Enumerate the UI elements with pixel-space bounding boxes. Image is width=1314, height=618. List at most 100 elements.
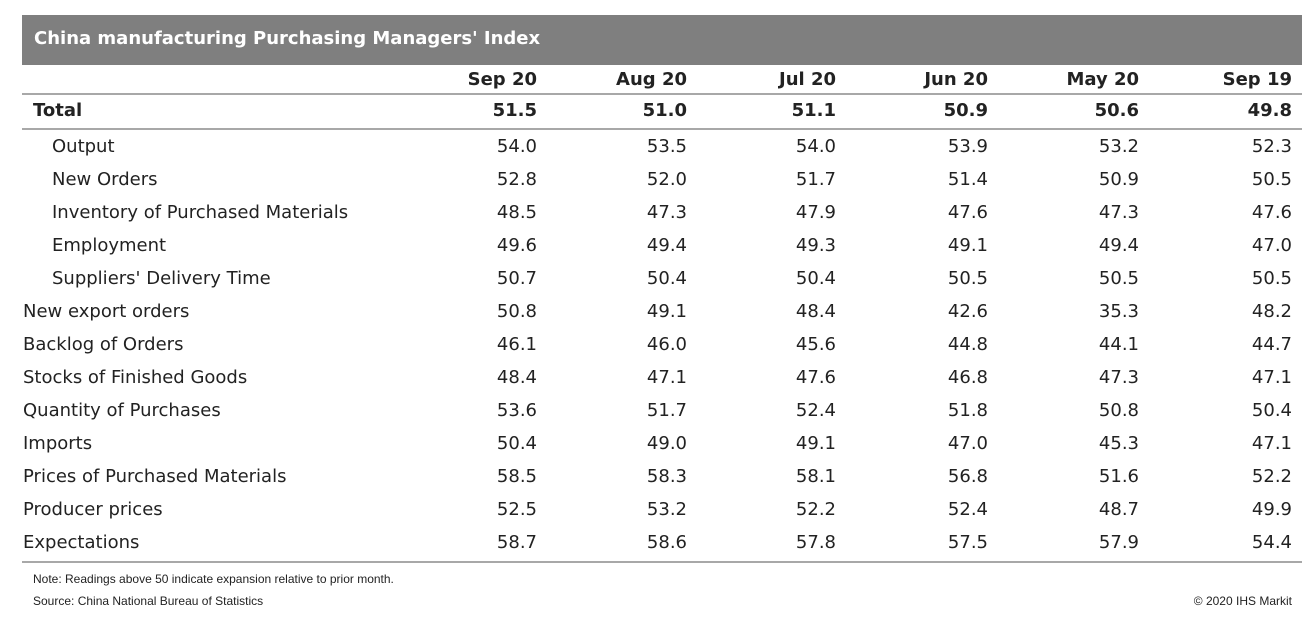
- table-cell: 47.3: [1098, 367, 1139, 388]
- table-cell: 50.8: [1098, 400, 1139, 421]
- table-cell: 51.0: [642, 100, 687, 121]
- table-cell: 48.5: [496, 202, 537, 223]
- table-cell: 51.4: [947, 169, 988, 190]
- row-label: New export orders: [23, 301, 190, 322]
- table-cell: 50.9: [943, 100, 988, 121]
- row-label: Total: [33, 100, 83, 121]
- table-cell: 49.1: [947, 235, 988, 256]
- row-label: Backlog of Orders: [23, 334, 184, 355]
- table-cell: 47.1: [1251, 367, 1292, 388]
- table-cell: 52.2: [795, 499, 836, 520]
- footer-source: Source: China National Bureau of Statist…: [33, 594, 264, 608]
- table-cell: 50.7: [496, 268, 537, 289]
- table-cell: 49.6: [496, 235, 537, 256]
- table-cell: 53.2: [646, 499, 687, 520]
- row-label: Suppliers' Delivery Time: [52, 268, 271, 289]
- table-cell: 35.3: [1098, 301, 1139, 322]
- table-cell: 46.1: [496, 334, 537, 355]
- table-cell: 52.0: [646, 169, 687, 190]
- table-cell: 49.0: [646, 433, 687, 454]
- table-cell: 47.6: [1251, 202, 1292, 223]
- table-cell: 51.5: [492, 100, 537, 121]
- table-cell: 47.9: [795, 202, 836, 223]
- table-cell: 49.4: [1098, 235, 1139, 256]
- table-cell: 48.4: [496, 367, 537, 388]
- table-cell: 51.1: [791, 100, 836, 121]
- footer-copyright: © 2020 IHS Markit: [1193, 594, 1292, 608]
- column-header: Jul 20: [779, 69, 836, 90]
- table-cell: 45.6: [795, 334, 836, 355]
- table-cell: 53.6: [496, 400, 537, 421]
- table-cell: 57.5: [947, 532, 988, 553]
- table-cell: 50.9: [1098, 169, 1139, 190]
- row-label: Producer prices: [23, 499, 163, 520]
- column-header: Jun 20: [924, 69, 988, 90]
- table-cell: 47.1: [1251, 433, 1292, 454]
- table-cell: 44.7: [1251, 334, 1292, 355]
- table-cell: 49.1: [646, 301, 687, 322]
- table-cell: 54.0: [496, 136, 537, 157]
- table-cell: 52.4: [947, 499, 988, 520]
- table-cell: 50.5: [1098, 268, 1139, 289]
- table-cell: 54.0: [795, 136, 836, 157]
- table-cell: 52.5: [496, 499, 537, 520]
- table-cell: 47.0: [1251, 235, 1292, 256]
- header-rule: [22, 93, 1302, 95]
- table-cell: 42.6: [947, 301, 988, 322]
- table-cell: 58.1: [795, 466, 836, 487]
- table-cell: 50.4: [795, 268, 836, 289]
- table-cell: 46.0: [646, 334, 687, 355]
- table-cell: 52.8: [496, 169, 537, 190]
- table-cell: 47.6: [795, 367, 836, 388]
- table-cell: 58.3: [646, 466, 687, 487]
- table-cell: 50.5: [947, 268, 988, 289]
- table-cell: 50.5: [1251, 169, 1292, 190]
- table-cell: 50.4: [496, 433, 537, 454]
- table-cell: 50.8: [496, 301, 537, 322]
- table-cell: 44.8: [947, 334, 988, 355]
- table-cell: 51.7: [646, 400, 687, 421]
- table-cell: 47.3: [646, 202, 687, 223]
- table-cell: 58.5: [496, 466, 537, 487]
- table-cell: 51.7: [795, 169, 836, 190]
- table-cell: 57.9: [1098, 532, 1139, 553]
- table-cell: 58.6: [646, 532, 687, 553]
- row-label: Inventory of Purchased Materials: [52, 202, 349, 223]
- table-title: China manufacturing Purchasing Managers'…: [34, 28, 541, 49]
- table-cell: 51.6: [1098, 466, 1139, 487]
- row-label: Quantity of Purchases: [23, 400, 221, 421]
- table-cell: 48.7: [1098, 499, 1139, 520]
- table-cell: 52.4: [795, 400, 836, 421]
- table-cell: 52.2: [1251, 466, 1292, 487]
- row-label: New Orders: [52, 169, 158, 190]
- table-cell: 47.1: [646, 367, 687, 388]
- row-label: Prices of Purchased Materials: [23, 466, 287, 487]
- table-cell: 45.3: [1098, 433, 1139, 454]
- column-header: Sep 19: [1222, 69, 1292, 90]
- table-cell: 53.2: [1098, 136, 1139, 157]
- table-cell: 49.3: [795, 235, 836, 256]
- row-label: Imports: [23, 433, 93, 454]
- table-cell: 49.9: [1251, 499, 1292, 520]
- table-cell: 57.8: [795, 532, 836, 553]
- table-cell: 49.1: [795, 433, 836, 454]
- table-cell: 47.3: [1098, 202, 1139, 223]
- table-cell: 56.8: [947, 466, 988, 487]
- table-cell: 54.4: [1251, 532, 1292, 553]
- table-cell: 53.9: [947, 136, 988, 157]
- row-label: Stocks of Finished Goods: [23, 367, 248, 388]
- table-title-bar: China manufacturing Purchasing Managers'…: [22, 15, 1302, 65]
- total-rule: [22, 128, 1302, 130]
- table-cell: 48.4: [795, 301, 836, 322]
- table-cell: 44.1: [1098, 334, 1139, 355]
- column-header: May 20: [1066, 69, 1139, 90]
- table-cell: 49.4: [646, 235, 687, 256]
- table-cell: 47.0: [947, 433, 988, 454]
- column-header: Sep 20: [467, 69, 537, 90]
- table-cell: 52.3: [1251, 136, 1292, 157]
- table-cell: 50.6: [1094, 100, 1139, 121]
- table-cell: 53.5: [646, 136, 687, 157]
- bottom-rule: [22, 561, 1302, 563]
- table-cell: 49.8: [1247, 100, 1292, 121]
- table-cell: 48.2: [1251, 301, 1292, 322]
